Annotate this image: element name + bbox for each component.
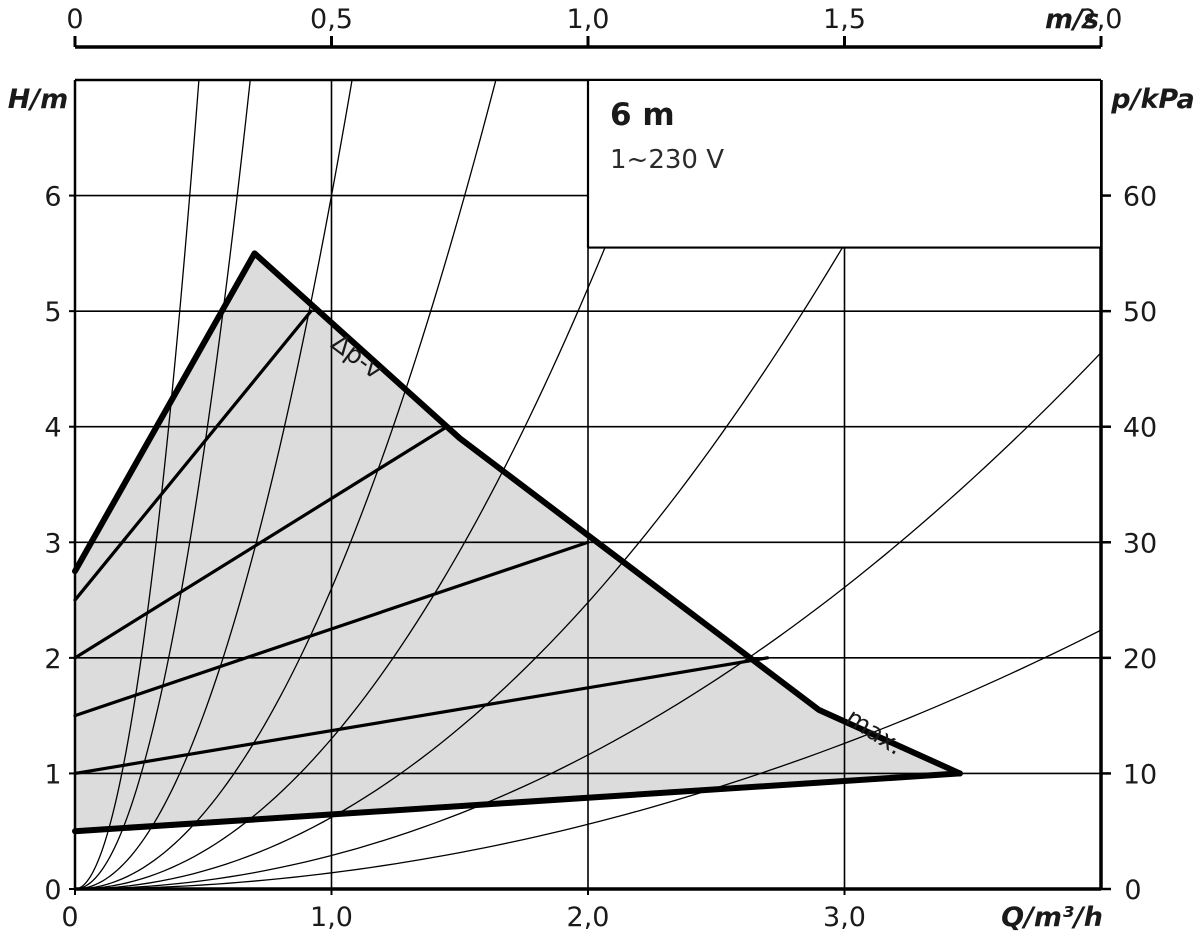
legend-box [589, 81, 1100, 248]
control-line-3 [73, 425, 449, 660]
right-axis-tick-label-3: 30 [1123, 528, 1157, 559]
top-axis-tick-label-4: 2,0 [1080, 4, 1123, 35]
right-axis-tick-label-4: 40 [1123, 413, 1157, 444]
right-axis-tick-label-2: 20 [1123, 644, 1157, 675]
bottom-axis-tick-label-3: 3,0 [823, 902, 866, 933]
right-axis-tick-label-6: 60 [1123, 182, 1157, 213]
left-axis-tick-label-5: 5 [44, 297, 61, 328]
bottom-axis-label: Q/m³/h [1001, 902, 1103, 933]
top-axis-unit-label: m/s [1045, 4, 1099, 35]
control-line-4 [73, 309, 313, 602]
left-axis-tick-label-2: 2 [44, 644, 61, 675]
right-axis-tick-label-0: 0 [1124, 875, 1141, 906]
control-line-1 [73, 656, 770, 776]
right-axis-label: p/kPa [1110, 84, 1194, 115]
top-axis-tick-label-3: 1,5 [823, 4, 866, 35]
top-axis-tick-label-0: 0 [66, 4, 83, 35]
system-curve-3 [75, 80, 497, 889]
left-axis-tick-label-4: 4 [44, 413, 61, 444]
bottom-axis-tick-label-2: 2,0 [567, 902, 610, 933]
system-curve-0 [75, 80, 200, 889]
system-curve-6 [75, 352, 1101, 889]
system-curves [75, 80, 1101, 889]
left-axis-tick-label-0: 0 [44, 875, 61, 906]
right-axis-tick-label-5: 50 [1123, 297, 1157, 328]
chart-title: 6 m [610, 97, 675, 133]
left-axis-tick-label-6: 6 [44, 182, 61, 213]
bottom-axis-tick-label-0: 0 [61, 902, 78, 933]
top-axis-tick-label-1: 0,5 [310, 4, 353, 35]
bottom-axis-tick-label-1: 1,0 [310, 902, 353, 933]
top-axis-tick-label-2: 1,0 [567, 4, 610, 35]
system-curve-7 [75, 629, 1101, 889]
system-curve-2 [75, 80, 353, 889]
left-axis-tick-label-3: 3 [44, 528, 61, 559]
chart-subtitle: 1~230 V [610, 145, 724, 175]
left-axis-tick-label-1: 1 [44, 759, 61, 790]
left-axis-label: H/m [8, 84, 69, 115]
right-axis-tick-label-1: 10 [1123, 759, 1157, 790]
control-line-2 [73, 540, 590, 718]
min-curve [72, 770, 963, 835]
system-curve-4 [75, 80, 671, 889]
max-curve [72, 250, 963, 777]
system-curve-5 [75, 80, 938, 889]
